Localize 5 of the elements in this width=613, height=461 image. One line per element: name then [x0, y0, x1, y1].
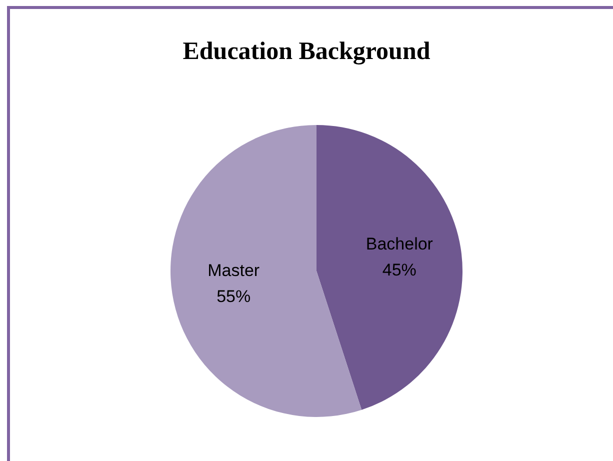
slice-label: Master [208, 260, 260, 280]
data-label: 55% [216, 286, 251, 306]
data-label: 45% [382, 260, 416, 280]
chart-title: Education Background [182, 38, 432, 66]
slice-label: Bachelor [366, 234, 434, 254]
